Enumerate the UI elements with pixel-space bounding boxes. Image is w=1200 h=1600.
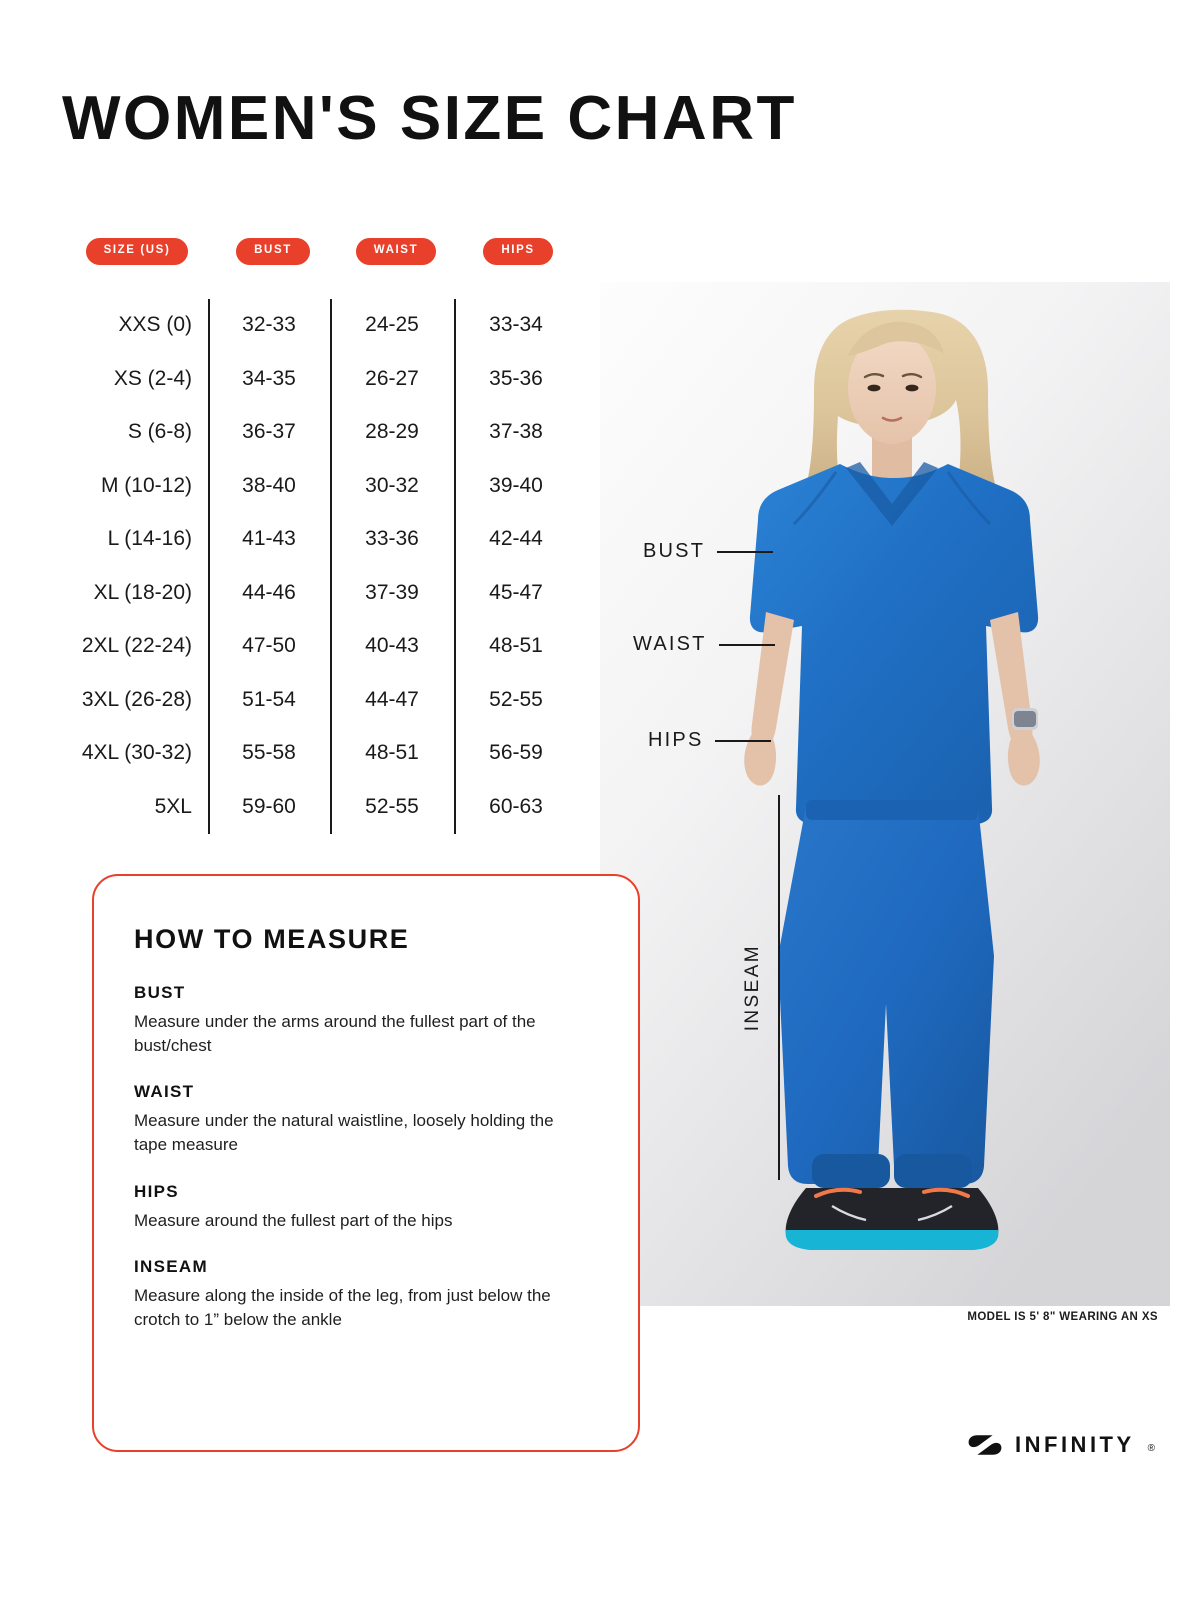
measure-item-hips: HIPS Measure around the fullest part of … bbox=[134, 1182, 598, 1233]
cell-hips: 37-38 bbox=[489, 420, 543, 444]
cell-bust: 41-43 bbox=[242, 527, 296, 551]
cell-bust: 36-37 bbox=[242, 420, 296, 444]
callout-inseam-label: INSEAM bbox=[742, 943, 763, 1032]
brand-trademark: ® bbox=[1147, 1443, 1156, 1454]
measure-item-bust: BUST Measure under the arms around the f… bbox=[134, 983, 598, 1058]
model-image-panel bbox=[600, 282, 1170, 1306]
cell-size: XS (2-4) bbox=[113, 366, 192, 390]
cell-hips: 45-47 bbox=[489, 580, 543, 604]
cell-bust: 51-54 bbox=[242, 687, 296, 711]
table-row: S (6-8) 36-37 28-29 37-38 bbox=[62, 406, 578, 460]
callout-inseam: INSEAM bbox=[742, 795, 780, 1180]
measure-term-waist: WAIST bbox=[134, 1082, 195, 1102]
cell-hips: 35-36 bbox=[489, 366, 543, 390]
header-pill-bust: BUST bbox=[236, 238, 310, 265]
cell-hips: 42-44 bbox=[489, 527, 543, 551]
cell-size: 2XL (22-24) bbox=[81, 634, 192, 658]
cell-size: 3XL (26-28) bbox=[81, 687, 192, 711]
measure-desc-bust: Measure under the arms around the fulles… bbox=[134, 1012, 536, 1056]
cell-size: S (6-8) bbox=[127, 420, 192, 444]
cell-bust: 59-60 bbox=[242, 794, 296, 818]
page-title: WOMEN'S SIZE CHART bbox=[62, 84, 797, 153]
cell-size: XXS (0) bbox=[118, 313, 192, 337]
cell-hips: 48-51 bbox=[489, 634, 543, 658]
header-pill-size: SIZE (US) bbox=[85, 238, 189, 265]
callout-bust: BUST bbox=[643, 540, 774, 563]
measure-term-inseam: INSEAM bbox=[134, 1256, 208, 1276]
header-pill-waist: WAIST bbox=[355, 238, 437, 265]
cell-size: L (14-16) bbox=[107, 527, 192, 551]
measure-item-waist: WAIST Measure under the natural waistlin… bbox=[134, 1082, 598, 1157]
measure-desc-waist: Measure under the natural waistline, loo… bbox=[134, 1111, 554, 1155]
cell-size: 4XL (30-32) bbox=[81, 741, 192, 765]
cell-waist: 44-47 bbox=[365, 687, 419, 711]
cell-size: M (10-12) bbox=[100, 473, 192, 497]
table-row: XXS (0) 32-33 24-25 33-34 bbox=[62, 299, 578, 353]
callout-inseam-line bbox=[778, 795, 780, 1180]
callout-hips: HIPS bbox=[648, 729, 772, 752]
cell-bust: 32-33 bbox=[242, 313, 296, 337]
brand-logo: INFINITY ® bbox=[968, 1434, 1155, 1456]
measure-desc-inseam: Measure along the inside of the leg, fro… bbox=[134, 1285, 551, 1329]
cell-size: XL (18-20) bbox=[93, 580, 192, 604]
how-to-measure-title: HOW TO MEASURE bbox=[134, 924, 410, 954]
cell-waist: 52-55 bbox=[365, 794, 419, 818]
callout-waist-line bbox=[718, 643, 775, 646]
model-caption: MODEL IS 5' 8" WEARING AN XS bbox=[967, 1311, 1158, 1323]
cell-bust: 38-40 bbox=[242, 473, 296, 497]
measure-desc-hips: Measure around the fullest part of the h… bbox=[134, 1210, 453, 1230]
table-row: L (14-16) 41-43 33-36 42-44 bbox=[62, 513, 578, 567]
header-cell-waist: WAIST bbox=[334, 238, 458, 265]
cell-waist: 48-51 bbox=[365, 741, 419, 765]
table-row: 3XL (26-28) 51-54 44-47 52-55 bbox=[62, 673, 578, 727]
callout-waist-label: WAIST bbox=[633, 633, 707, 655]
table-row: 5XL 59-60 52-55 60-63 bbox=[62, 780, 578, 834]
column-divider-3 bbox=[454, 298, 456, 834]
cell-hips: 60-63 bbox=[489, 794, 543, 818]
cell-waist: 33-36 bbox=[365, 527, 419, 551]
table-row: 4XL (30-32) 55-58 48-51 56-59 bbox=[62, 727, 578, 781]
size-table-header-row: SIZE (US) BUST WAIST HIPS bbox=[62, 238, 578, 265]
brand-name: INFINITY bbox=[1015, 1432, 1135, 1457]
measure-term-bust: BUST bbox=[134, 983, 186, 1002]
cell-hips: 39-40 bbox=[489, 473, 543, 497]
cell-hips: 33-34 bbox=[489, 313, 543, 337]
cell-waist: 28-29 bbox=[365, 420, 419, 444]
size-table-body: XXS (0) 32-33 24-25 33-34 XS (2-4) 34-35… bbox=[62, 298, 578, 834]
cell-waist: 40-43 bbox=[365, 634, 419, 658]
header-cell-hips: HIPS bbox=[458, 238, 578, 265]
cell-waist: 24-25 bbox=[365, 313, 419, 337]
measure-term-hips: HIPS bbox=[134, 1181, 179, 1201]
cell-waist: 26-27 bbox=[365, 366, 419, 390]
model-photo bbox=[600, 282, 1170, 1306]
header-cell-size: SIZE (US) bbox=[62, 238, 212, 265]
header-pill-hips: HIPS bbox=[483, 238, 553, 265]
callout-bust-label: BUST bbox=[643, 540, 706, 562]
table-row: M (10-12) 38-40 30-32 39-40 bbox=[62, 459, 578, 513]
size-table: SIZE (US) BUST WAIST HIPS XXS (0) 32-33 … bbox=[62, 238, 578, 834]
infinity-mark-icon bbox=[968, 1435, 1002, 1455]
table-row: XS (2-4) 34-35 26-27 35-36 bbox=[62, 352, 578, 406]
column-divider-2 bbox=[330, 298, 332, 834]
callout-hips-line bbox=[715, 739, 772, 742]
cell-bust: 47-50 bbox=[242, 634, 296, 658]
callout-hips-label: HIPS bbox=[648, 729, 704, 751]
callout-bust-line bbox=[717, 550, 774, 553]
column-divider-1 bbox=[208, 298, 210, 834]
callout-waist: WAIST bbox=[633, 633, 775, 656]
cell-bust: 34-35 bbox=[242, 366, 296, 390]
cell-hips: 56-59 bbox=[489, 741, 543, 765]
cell-bust: 44-46 bbox=[242, 580, 296, 604]
cell-waist: 30-32 bbox=[365, 473, 419, 497]
header-cell-bust: BUST bbox=[212, 238, 334, 265]
cell-waist: 37-39 bbox=[365, 580, 419, 604]
cell-size: 5XL bbox=[154, 794, 192, 818]
table-row: XL (18-20) 44-46 37-39 45-47 bbox=[62, 566, 578, 620]
how-to-measure-box: HOW TO MEASURE BUST Measure under the ar… bbox=[92, 874, 640, 1452]
measure-item-inseam: INSEAM Measure along the inside of the l… bbox=[134, 1257, 598, 1332]
cell-bust: 55-58 bbox=[242, 741, 296, 765]
cell-hips: 52-55 bbox=[489, 687, 543, 711]
table-row: 2XL (22-24) 47-50 40-43 48-51 bbox=[62, 620, 578, 674]
